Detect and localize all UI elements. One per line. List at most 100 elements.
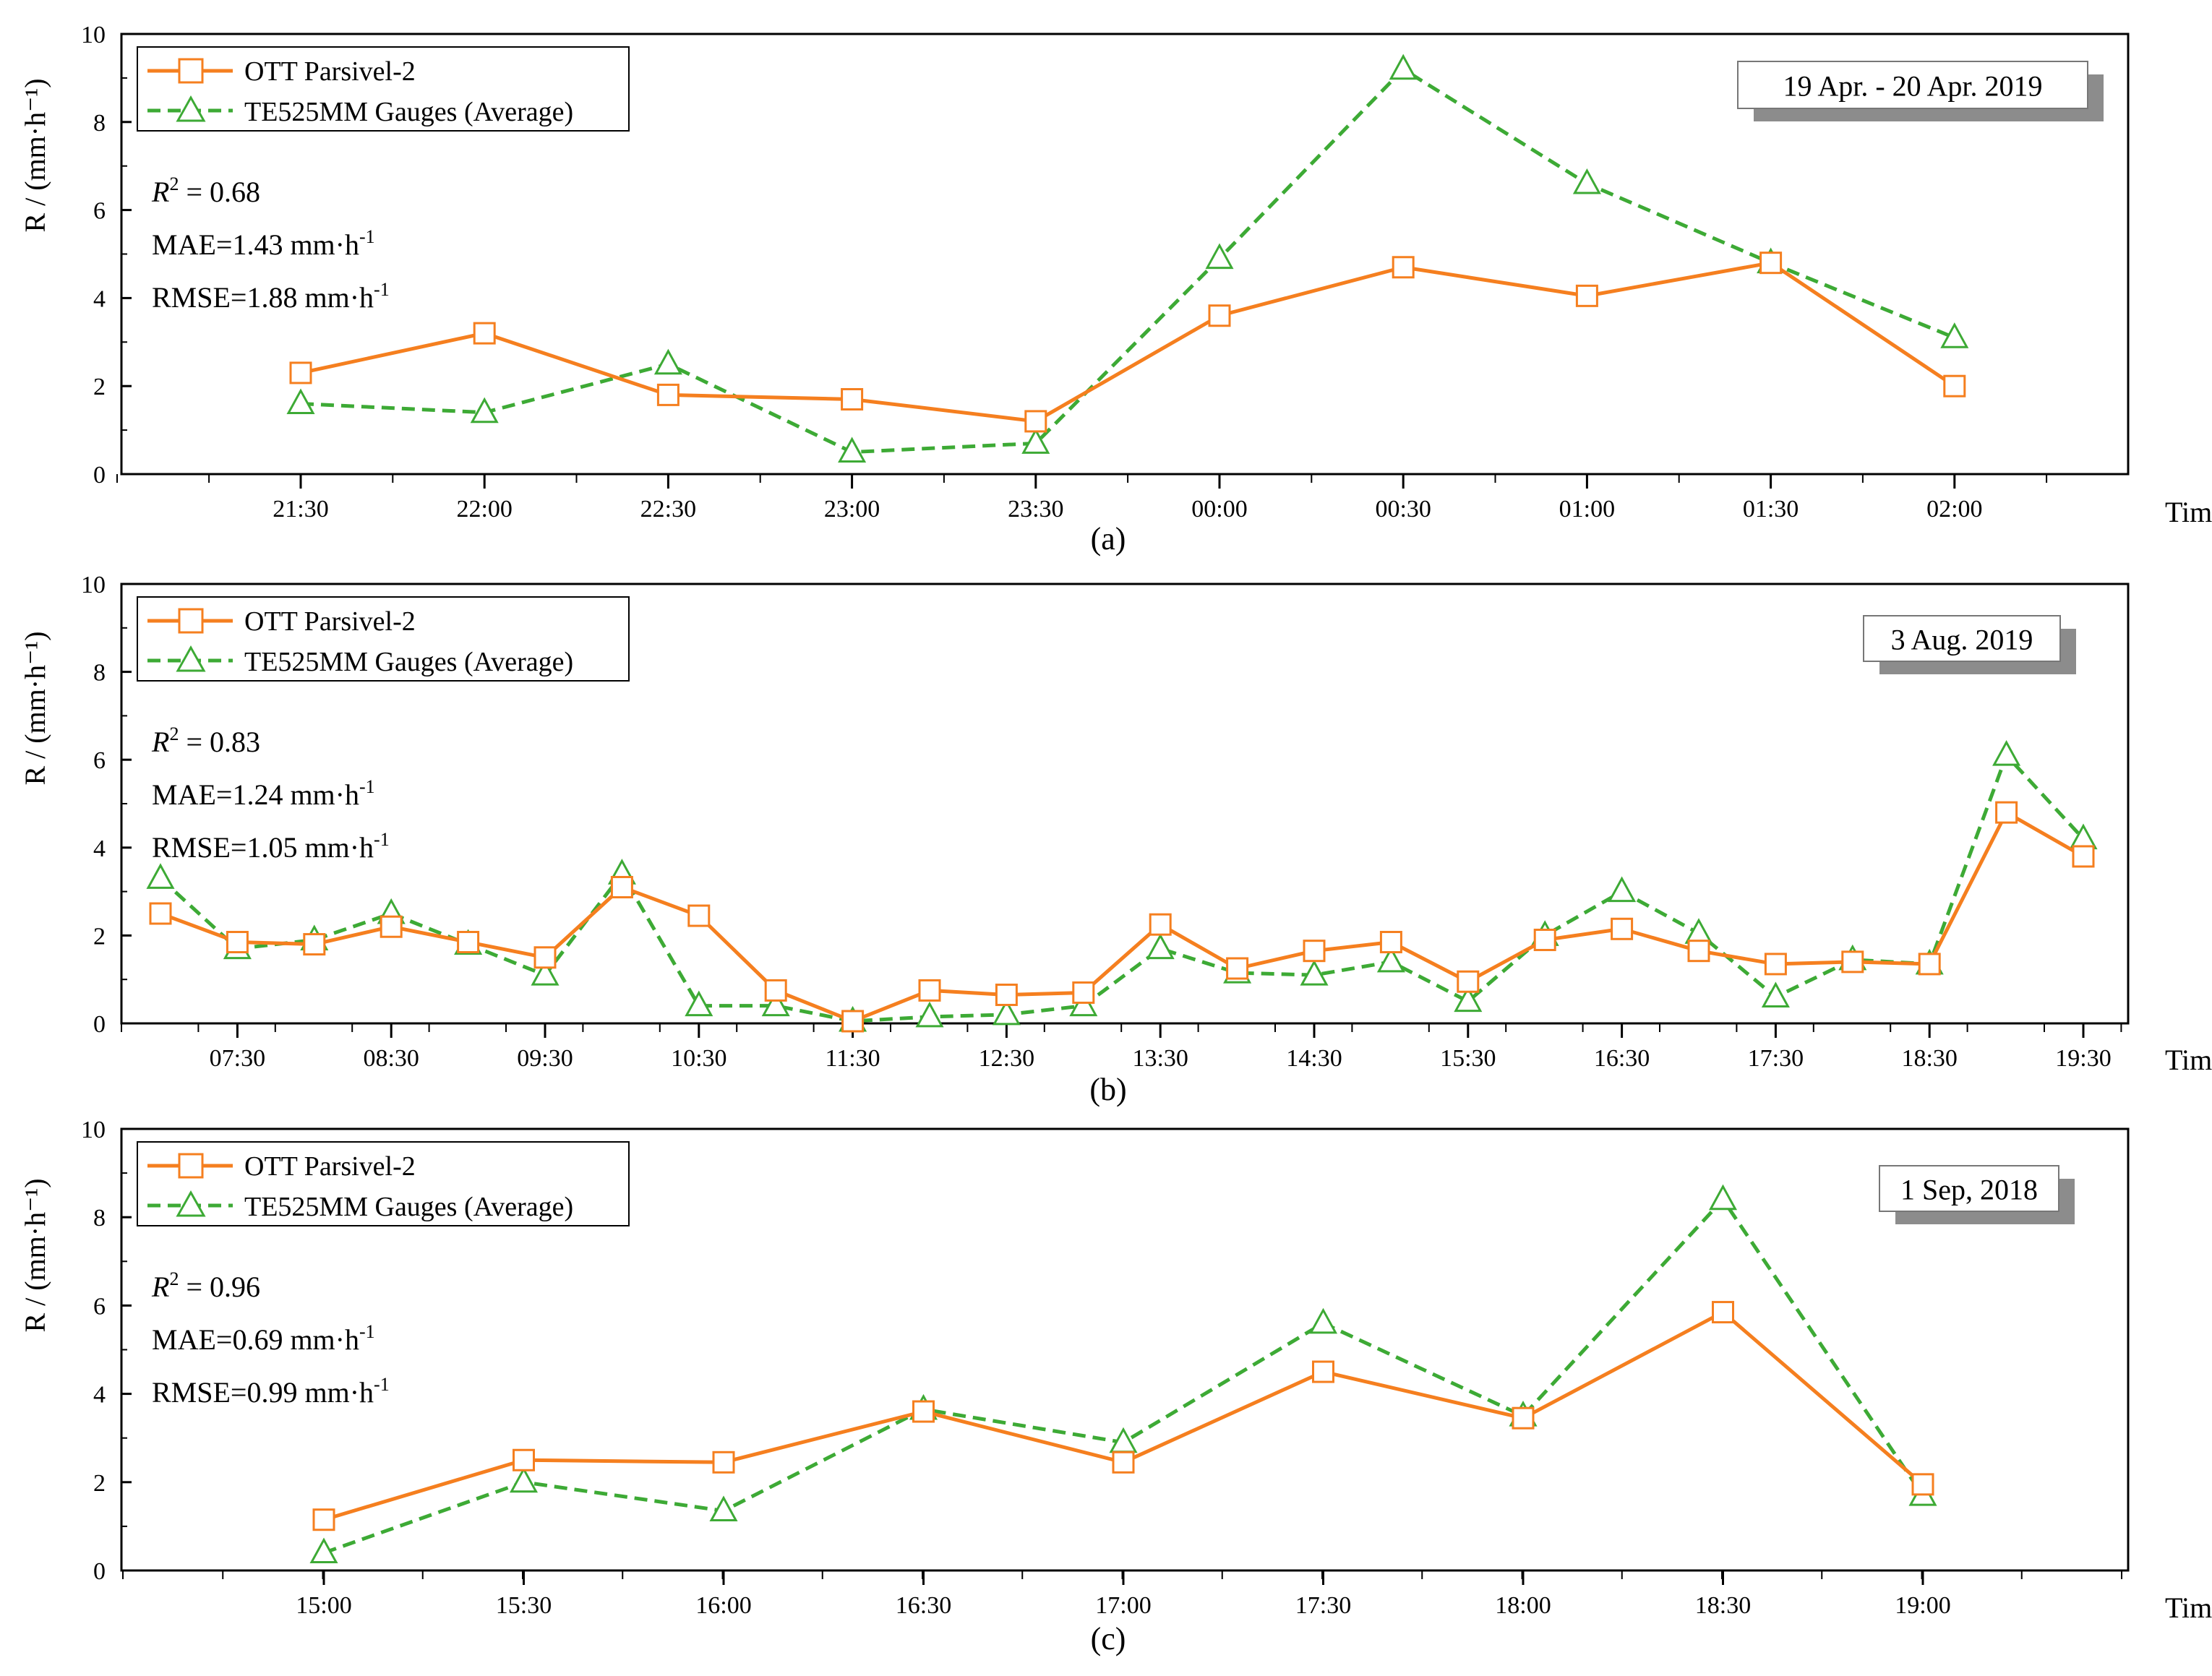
date-label: 1 Sep, 2018 <box>1900 1174 2038 1206</box>
legend-marker-parsivel <box>178 58 204 84</box>
chart-panel-c: 0 2 4 6 8 10 15:00 15:30 16:00 16:30 17:00 17:30 18:… <box>19 1117 2212 1656</box>
data-point-parsivel <box>918 979 941 1002</box>
data-point-gauges <box>1308 1307 1338 1334</box>
x-tick-label: 17:30 <box>1748 1045 1804 1072</box>
data-point-parsivel <box>687 904 711 927</box>
data-point-parsivel <box>289 361 312 384</box>
data-point-parsivel <box>1112 1451 1135 1474</box>
data-point-gauges <box>1684 918 1713 944</box>
x-tick-label: 07:30 <box>210 1045 265 1072</box>
data-point-parsivel <box>226 931 249 954</box>
data-point-parsivel <box>841 1010 865 1033</box>
x-tick-label: 10:30 <box>671 1045 726 1072</box>
x-tick-label: 22:30 <box>640 496 696 523</box>
y-tick-label: 2 <box>93 923 106 950</box>
panel-label: (b) <box>1089 1072 1126 1107</box>
y-tick-label: 0 <box>93 1011 106 1038</box>
data-point-parsivel <box>1918 953 1941 976</box>
data-point-parsivel <box>1712 1301 1734 1324</box>
data-point-gauges <box>915 1001 944 1028</box>
legend-label-gauges: TE525MM Gauges (Average) <box>244 647 573 677</box>
data-point-gauges <box>709 1495 738 1522</box>
y-axis-title: R / (mm·h⁻¹) <box>19 631 51 785</box>
data-point-parsivel <box>1911 1473 1934 1496</box>
data-point-parsivel <box>1943 374 1966 397</box>
data-point-gauges <box>531 960 560 986</box>
data-point-gauges <box>1992 740 2021 766</box>
data-point-parsivel <box>1226 957 1249 980</box>
x-axis-title: Time <box>2165 1591 2212 1624</box>
series-line-parsivel <box>300 261 1956 424</box>
y-tick-label: 4 <box>93 835 106 862</box>
x-tick-label: 18:30 <box>1695 1592 1751 1619</box>
x-tick-label: 17:00 <box>1095 1592 1151 1619</box>
date-box <box>1879 1165 2059 1212</box>
stat-mae: MAE=1.43 mm·h-1 <box>152 226 375 261</box>
series-line-gauges <box>323 1198 1925 1555</box>
legend-marker-gauges <box>176 1190 206 1217</box>
x-tick-label: 00:00 <box>1191 496 1247 523</box>
data-point-parsivel <box>533 946 557 969</box>
data-point-parsivel <box>1379 931 1402 954</box>
x-axis-title: Time <box>2165 1044 2212 1076</box>
legend-marker-parsivel <box>178 608 204 634</box>
x-tick-label: 16:30 <box>1594 1045 1650 1072</box>
data-point-gauges <box>1940 322 1969 348</box>
x-tick-label: 08:30 <box>363 1045 419 1072</box>
x-tick-label: 18:00 <box>1495 1592 1551 1619</box>
x-tick-label: 15:30 <box>496 1592 552 1619</box>
data-point-gauges <box>992 999 1021 1026</box>
y-tick-label: 6 <box>93 747 106 774</box>
data-point-parsivel <box>995 983 1018 1006</box>
y-tick-label: 8 <box>93 660 106 687</box>
data-point-parsivel <box>1208 304 1231 327</box>
legend-label-gauges: TE525MM Gauges (Average) <box>244 97 573 127</box>
x-tick-label: 13:30 <box>1132 1045 1188 1072</box>
data-point-parsivel <box>149 902 172 925</box>
data-point-parsivel <box>764 979 787 1002</box>
y-tick-label: 2 <box>93 374 106 400</box>
x-axis-title: Time <box>2165 496 2212 528</box>
data-point-parsivel <box>1457 970 1480 993</box>
x-tick-label: 23:00 <box>824 496 880 523</box>
data-point-gauges <box>1300 960 1329 986</box>
y-tick-label: 0 <box>93 1558 106 1585</box>
data-point-parsivel <box>380 915 403 938</box>
x-tick-label: 14:30 <box>1286 1045 1342 1072</box>
y-tick-label: 6 <box>93 198 106 225</box>
legend-box <box>137 1141 630 1226</box>
y-tick-label: 0 <box>93 462 106 489</box>
data-point-parsivel <box>1312 1360 1334 1383</box>
x-tick-label: 12:30 <box>979 1045 1034 1072</box>
data-point-gauges <box>1069 990 1098 1017</box>
legend-marker-gauges <box>176 645 206 672</box>
date-box <box>1737 61 2088 109</box>
data-point-parsivel <box>912 1400 935 1423</box>
x-tick-label: 01:30 <box>1743 496 1799 523</box>
data-point-parsivel <box>841 387 864 411</box>
stat-rmse: RMSE=1.05 mm·h-1 <box>152 829 390 864</box>
y-axis-title: R / (mm·h⁻¹) <box>19 78 51 232</box>
stat-mae: MAE=1.24 mm·h-1 <box>152 776 375 811</box>
chart-panel-b: 0 2 4 6 8 10 07:30 08:30 09:30 10:30 11:30 12:30 13:… <box>19 572 2212 1107</box>
y-axis-title: R / (mm·h⁻¹) <box>19 1178 51 1332</box>
data-point-gauges <box>146 863 175 889</box>
x-tick-label: 15:00 <box>296 1592 351 1619</box>
y-tick-label: 2 <box>93 1470 106 1497</box>
data-point-gauges <box>509 1466 539 1493</box>
data-point-gauges <box>470 397 499 424</box>
x-tick-label: 09:30 <box>517 1045 573 1072</box>
y-tick-label: 10 <box>81 1117 106 1143</box>
legend-label-gauges: TE525MM Gauges (Average) <box>244 1192 573 1222</box>
data-point-gauges <box>309 1537 338 1564</box>
x-tick-label: 11:30 <box>826 1045 880 1072</box>
data-point-gauges <box>685 990 713 1017</box>
x-tick-label: 22:00 <box>456 496 512 523</box>
data-point-gauges <box>1021 428 1050 454</box>
x-tick-label: 01:00 <box>1559 496 1615 523</box>
series-line-gauges <box>159 753 2085 1023</box>
data-point-gauges <box>1376 946 1405 973</box>
data-point-gauges <box>653 348 682 375</box>
date-label: 19 Apr. - 20 Apr. 2019 <box>1783 70 2043 103</box>
